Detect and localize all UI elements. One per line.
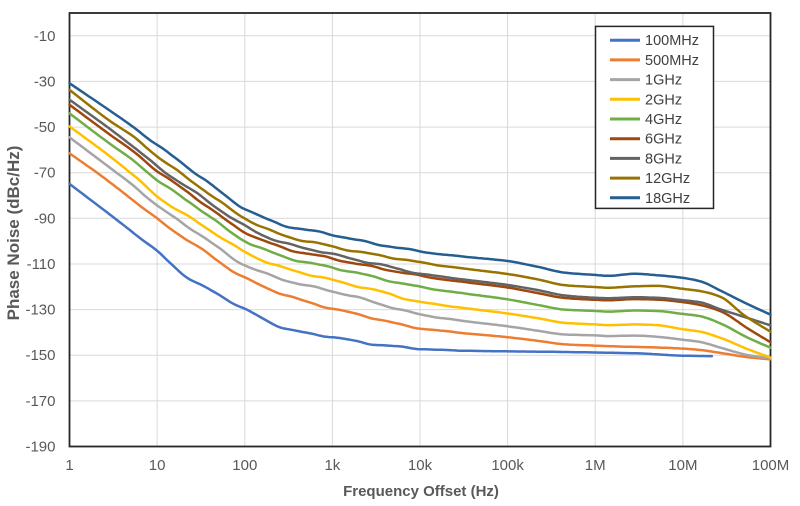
svg-text:100MHz: 100MHz	[645, 33, 699, 49]
svg-text:100k: 100k	[491, 457, 524, 474]
svg-text:Phase Noise (dBc/Hz): Phase Noise (dBc/Hz)	[4, 146, 23, 321]
svg-text:1M: 1M	[585, 457, 606, 474]
svg-text:500MHz: 500MHz	[645, 53, 699, 69]
svg-text:-170: -170	[25, 393, 55, 410]
svg-text:1k: 1k	[324, 457, 340, 474]
svg-text:-150: -150	[25, 347, 55, 364]
svg-text:8GHz: 8GHz	[645, 151, 682, 167]
svg-text:10: 10	[149, 457, 166, 474]
svg-text:12GHz: 12GHz	[645, 171, 690, 187]
svg-text:-130: -130	[25, 302, 55, 319]
svg-text:-190: -190	[25, 439, 55, 456]
svg-text:2GHz: 2GHz	[645, 92, 682, 108]
svg-text:4GHz: 4GHz	[645, 112, 682, 128]
svg-text:Frequency Offset (Hz): Frequency Offset (Hz)	[343, 483, 499, 500]
svg-text:-70: -70	[34, 165, 56, 182]
svg-text:-50: -50	[34, 119, 56, 136]
svg-text:-110: -110	[27, 256, 56, 273]
svg-text:10M: 10M	[668, 457, 697, 474]
svg-text:6GHz: 6GHz	[645, 132, 682, 148]
svg-text:18GHz: 18GHz	[645, 191, 690, 207]
svg-text:100M: 100M	[752, 457, 790, 474]
svg-text:100: 100	[232, 457, 257, 474]
svg-text:-10: -10	[34, 28, 56, 45]
svg-text:-30: -30	[34, 73, 56, 90]
svg-text:10k: 10k	[408, 457, 433, 474]
svg-text:1: 1	[65, 457, 73, 474]
svg-text:-90: -90	[34, 210, 56, 227]
svg-text:1GHz: 1GHz	[645, 73, 682, 89]
